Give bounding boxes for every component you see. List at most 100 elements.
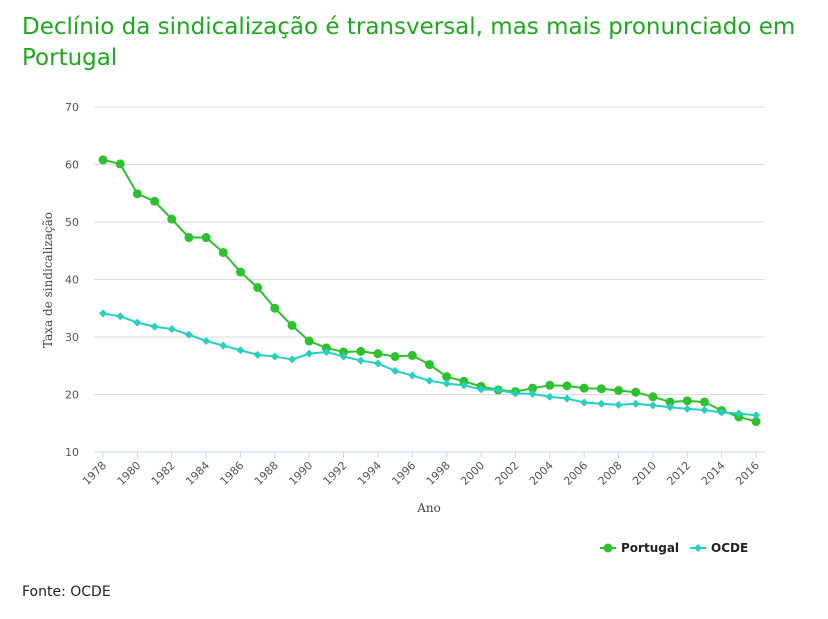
data-point-portugal[interactable]: [253, 283, 263, 293]
x-tick-label: 2012: [664, 459, 693, 488]
x-axis-title: Ano: [416, 501, 441, 515]
data-point-portugal[interactable]: [682, 396, 692, 406]
data-point-ocde[interactable]: [717, 408, 726, 417]
data-point-portugal[interactable]: [390, 352, 400, 362]
data-point-portugal[interactable]: [579, 383, 589, 393]
data-point-ocde[interactable]: [580, 398, 589, 407]
data-point-portugal[interactable]: [751, 417, 761, 427]
data-point-ocde[interactable]: [700, 406, 709, 415]
gridlines: [94, 106, 765, 395]
data-point-ocde[interactable]: [116, 312, 125, 321]
data-point-ocde[interactable]: [184, 330, 193, 339]
data-point-ocde[interactable]: [133, 318, 142, 327]
data-point-portugal[interactable]: [270, 303, 280, 313]
data-point-portugal[interactable]: [132, 189, 142, 199]
data-point-portugal[interactable]: [356, 346, 366, 356]
y-tick-label: 20: [65, 389, 79, 402]
data-point-portugal[interactable]: [201, 233, 211, 243]
legend-item-ocde[interactable]: OCDE: [690, 541, 748, 555]
data-point-ocde[interactable]: [288, 355, 297, 364]
data-point-portugal[interactable]: [150, 196, 160, 206]
data-point-ocde[interactable]: [167, 324, 176, 333]
x-tick-label: 2014: [699, 459, 728, 488]
data-point-ocde[interactable]: [305, 349, 314, 358]
x-tick-label: 1996: [389, 459, 418, 488]
data-point-portugal[interactable]: [98, 155, 108, 165]
legend-item-portugal[interactable]: Portugal: [600, 541, 679, 555]
data-point-ocde[interactable]: [666, 403, 675, 412]
data-point-ocde[interactable]: [459, 381, 468, 390]
x-tick-label: 1998: [424, 459, 453, 488]
data-point-ocde[interactable]: [752, 411, 760, 420]
data-point-portugal[interactable]: [235, 267, 245, 277]
data-point-ocde[interactable]: [494, 385, 503, 394]
data-point-ocde[interactable]: [528, 389, 537, 398]
data-point-ocde[interactable]: [150, 322, 159, 331]
data-point-ocde[interactable]: [236, 346, 245, 355]
data-point-ocde[interactable]: [391, 366, 400, 375]
y-tick-label: 50: [65, 216, 79, 229]
data-point-ocde[interactable]: [202, 337, 211, 346]
x-tick-label: 2000: [458, 459, 487, 488]
data-point-portugal[interactable]: [528, 383, 538, 393]
data-point-portugal[interactable]: [699, 397, 709, 407]
data-point-ocde[interactable]: [408, 371, 417, 380]
x-axis-ticks: 1978 1980 1982 1984 1986 1988 1990 1992 1994 1996…: [80, 459, 762, 488]
data-point-portugal[interactable]: [631, 387, 641, 397]
data-point-portugal[interactable]: [442, 372, 452, 382]
x-tick-label: 1988: [252, 459, 281, 488]
data-point-portugal[interactable]: [339, 347, 349, 357]
data-point-ocde[interactable]: [99, 309, 107, 318]
data-point-ocde[interactable]: [631, 399, 640, 408]
data-point-portugal[interactable]: [167, 214, 177, 224]
data-point-ocde[interactable]: [253, 350, 262, 359]
data-point-portugal[interactable]: [321, 343, 331, 353]
x-tick-label: 2010: [630, 459, 659, 488]
data-point-portugal[interactable]: [115, 159, 125, 169]
data-point-ocde[interactable]: [648, 401, 657, 410]
x-tick-label: 1978: [80, 459, 109, 488]
data-point-portugal[interactable]: [407, 350, 417, 360]
data-point-portugal[interactable]: [596, 384, 606, 394]
data-point-ocde[interactable]: [219, 341, 228, 350]
x-tick-label: 2002: [493, 459, 522, 488]
legend-label-ocde: OCDE: [711, 541, 748, 555]
x-tick-label: 2004: [527, 459, 556, 488]
data-point-portugal[interactable]: [373, 349, 383, 359]
x-axis: [94, 451, 765, 458]
data-point-portugal[interactable]: [459, 376, 469, 386]
data-point-portugal[interactable]: [665, 397, 675, 407]
series-layer: [98, 155, 761, 427]
data-point-ocde[interactable]: [683, 404, 692, 413]
x-tick-label: 1990: [286, 459, 315, 488]
data-point-ocde[interactable]: [614, 400, 623, 409]
data-point-portugal[interactable]: [304, 336, 314, 346]
data-point-portugal[interactable]: [425, 360, 434, 370]
y-tick-label: 60: [65, 159, 79, 172]
data-point-portugal[interactable]: [545, 380, 555, 390]
y-tick-label: 70: [65, 101, 79, 114]
data-point-portugal[interactable]: [184, 233, 194, 243]
legend[interactable]: Portugal OCDE: [600, 541, 748, 555]
data-point-ocde[interactable]: [270, 352, 279, 361]
data-point-ocde[interactable]: [425, 376, 434, 385]
data-point-ocde[interactable]: [562, 394, 571, 403]
data-point-ocde[interactable]: [322, 347, 331, 356]
data-point-portugal[interactable]: [614, 385, 624, 395]
data-point-ocde[interactable]: [356, 356, 365, 365]
data-point-ocde[interactable]: [477, 385, 486, 394]
x-tick-label: 1982: [149, 459, 178, 488]
x-tick-label: 1980: [114, 459, 143, 488]
data-point-ocde[interactable]: [734, 409, 743, 418]
data-point-ocde[interactable]: [442, 379, 451, 388]
data-point-ocde[interactable]: [511, 389, 520, 398]
data-point-portugal[interactable]: [648, 392, 658, 402]
data-point-ocde[interactable]: [545, 392, 554, 401]
data-point-portugal[interactable]: [562, 381, 572, 391]
data-point-portugal[interactable]: [218, 247, 228, 257]
data-point-portugal[interactable]: [287, 321, 297, 330]
data-point-ocde[interactable]: [373, 359, 382, 368]
data-point-ocde[interactable]: [339, 352, 348, 361]
data-point-ocde[interactable]: [597, 399, 606, 408]
chart-title: Declínio da sindicalização é transversal…: [22, 14, 796, 71]
